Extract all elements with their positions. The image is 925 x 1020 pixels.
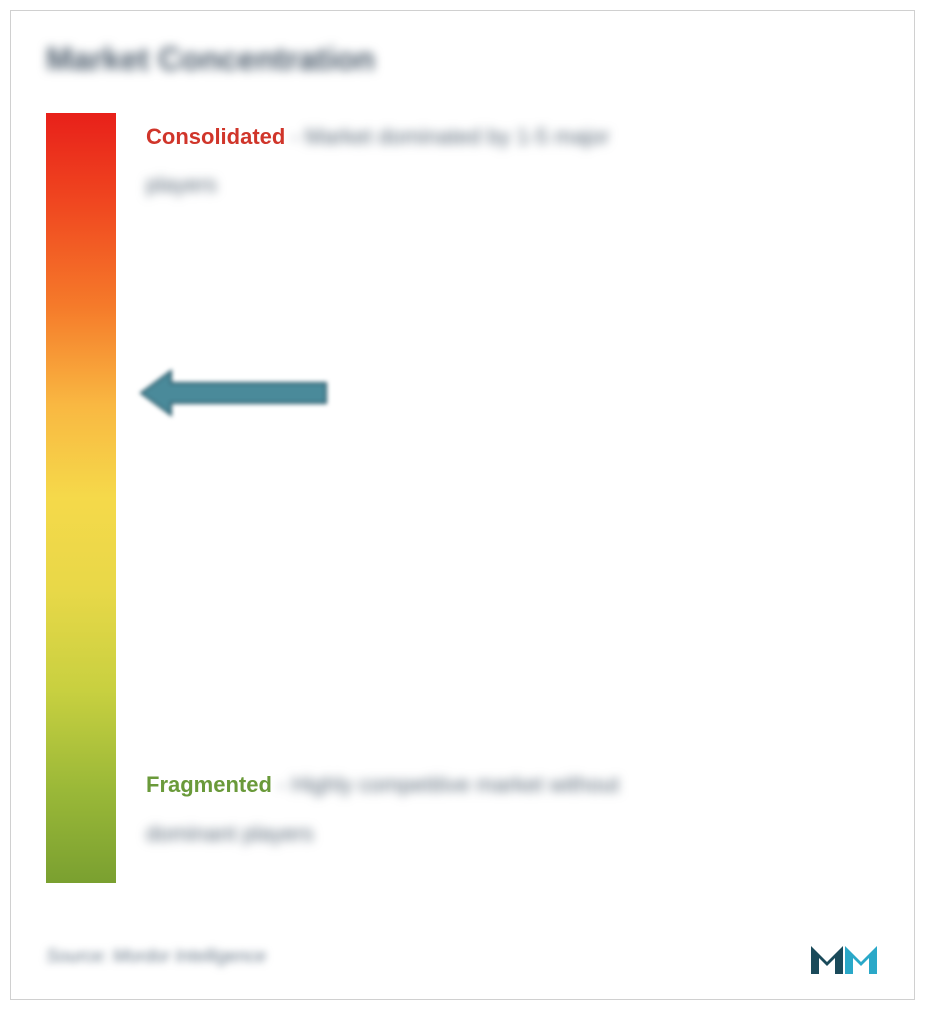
content-area: Consolidated - Market dominated by 1-5 m… <box>46 113 879 883</box>
consolidated-keyword: Consolidated <box>146 124 285 149</box>
source-attribution: Source: Mordor Intelligence <box>46 946 266 967</box>
position-indicator-arrow <box>136 363 336 428</box>
fragmented-description: - Highly competitive market without <box>278 772 619 797</box>
fragmented-keyword: Fragmented <box>146 772 272 797</box>
arrow-icon <box>136 363 336 423</box>
gradient-svg <box>46 113 116 883</box>
consolidated-description-line2: players <box>146 172 217 197</box>
fragmented-label-block: Fragmented - Highly competitive market w… <box>146 761 619 858</box>
infographic-container: Market Concentration <box>10 10 915 1000</box>
concentration-gradient-bar <box>46 113 116 883</box>
page-title: Market Concentration <box>46 41 879 78</box>
brand-logo <box>809 934 879 979</box>
text-column: Consolidated - Market dominated by 1-5 m… <box>146 113 879 883</box>
consolidated-description: - Market dominated by 1-5 major <box>291 124 609 149</box>
logo-icon <box>809 934 879 979</box>
fragmented-description-line2: dominant players <box>146 821 314 846</box>
consolidated-label-block: Consolidated - Market dominated by 1-5 m… <box>146 113 609 210</box>
footer: Source: Mordor Intelligence <box>46 934 879 979</box>
